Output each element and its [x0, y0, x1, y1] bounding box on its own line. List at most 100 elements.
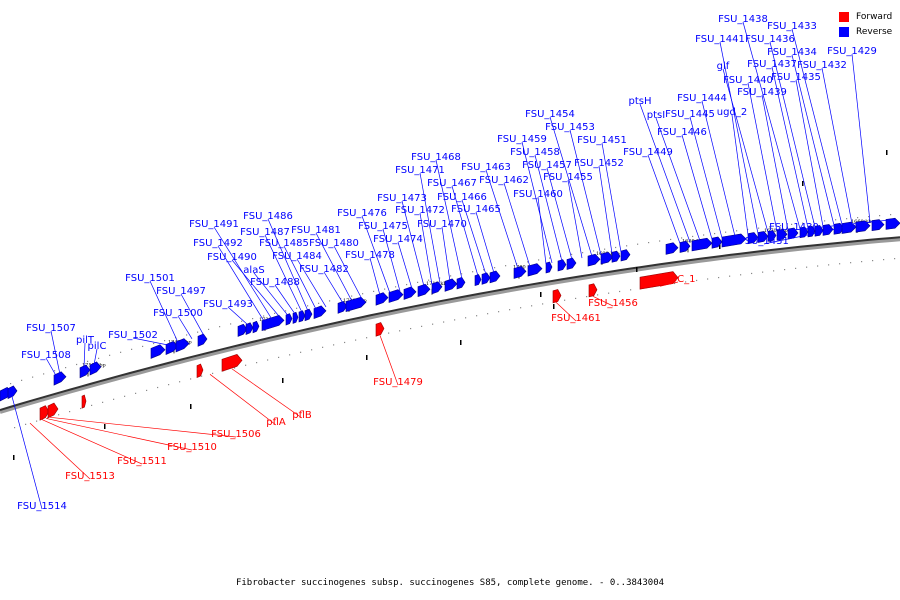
reverse-gene-arrow[interactable]: [679, 240, 691, 253]
gene-label[interactable]: pflA: [266, 417, 286, 428]
gene-label[interactable]: pflB: [292, 410, 312, 421]
gene-label[interactable]: FSU_1511: [117, 456, 167, 467]
reverse-gene-arrow[interactable]: [252, 320, 260, 334]
forward-gene-arrow[interactable]: [552, 289, 562, 304]
reverse-gene-arrow[interactable]: [285, 313, 293, 326]
gene-label[interactable]: FSU_1452: [574, 158, 624, 169]
reverse-gene-arrow[interactable]: [304, 308, 313, 322]
gene-label[interactable]: FSU_1460: [513, 189, 563, 200]
reverse-gene-arrow[interactable]: [799, 226, 809, 239]
reverse-gene-arrow[interactable]: [489, 270, 501, 284]
gene-label[interactable]: FSU_1484: [272, 251, 322, 262]
reverse-gene-arrow[interactable]: [566, 257, 577, 270]
gene-label[interactable]: FSU_1500: [153, 308, 203, 319]
gene-label[interactable]: FSU_1454: [525, 109, 575, 120]
gene-label[interactable]: FSU_1465: [451, 204, 501, 215]
gene-label[interactable]: FSU_1478: [345, 250, 395, 261]
gene-label[interactable]: FSU_1470: [417, 219, 467, 230]
gene-label[interactable]: FSU_1434: [767, 47, 817, 58]
reverse-gene-arrow[interactable]: [711, 236, 723, 249]
reverse-gene-arrow[interactable]: [474, 274, 482, 287]
gene-label[interactable]: FSU_1429: [827, 46, 877, 57]
gene-label[interactable]: FSU_1485: [259, 238, 309, 249]
gene-label[interactable]: ptsI: [647, 110, 665, 121]
reverse-gene-arrow[interactable]: [814, 225, 824, 237]
gene-label[interactable]: FSU_1513: [65, 471, 115, 482]
reverse-gene-arrow[interactable]: [787, 227, 799, 240]
reverse-gene-arrow[interactable]: [150, 344, 166, 359]
reverse-gene-arrow[interactable]: [747, 232, 759, 245]
gene-label[interactable]: FSU_1438: [718, 14, 768, 25]
gene-label[interactable]: FSU_1486: [243, 211, 293, 222]
reverse-gene-arrow[interactable]: [165, 341, 179, 355]
gene-label[interactable]: FSU_1502: [108, 330, 158, 341]
gene-label[interactable]: FSU_1510: [167, 442, 217, 453]
reverse-gene-arrow[interactable]: [417, 283, 431, 298]
gene-label[interactable]: FSU_1445: [665, 109, 715, 120]
gene-label[interactable]: FSU_1508: [21, 350, 71, 361]
forward-gene-arrow[interactable]: [221, 354, 243, 372]
gene-label[interactable]: FSU_1476: [337, 208, 387, 219]
reverse-gene-arrow[interactable]: [444, 278, 458, 292]
reverse-gene-arrow[interactable]: [175, 338, 190, 353]
gene-label[interactable]: FSU_1456: [588, 298, 638, 309]
reverse-gene-arrow[interactable]: [298, 310, 306, 323]
gene-label[interactable]: FSU_1458: [510, 147, 560, 158]
gene-label[interactable]: FSU_1474: [373, 234, 423, 245]
reverse-gene-arrow[interactable]: [237, 323, 248, 337]
reverse-gene-arrow[interactable]: [53, 371, 67, 386]
reverse-gene-arrow[interactable]: [587, 253, 601, 267]
gene-label[interactable]: FSU_1472: [395, 205, 445, 216]
reverse-gene-arrow[interactable]: [855, 220, 871, 233]
reverse-gene-arrow[interactable]: [557, 259, 567, 272]
gene-label[interactable]: FSU_1453: [545, 122, 595, 133]
reverse-gene-arrow[interactable]: [620, 249, 631, 262]
reverse-gene-arrow[interactable]: [885, 217, 900, 230]
reverse-gene-arrow[interactable]: [313, 305, 327, 320]
reverse-gene-arrow[interactable]: [388, 289, 404, 303]
reverse-gene-arrow[interactable]: [721, 233, 747, 248]
gene-label[interactable]: pilT: [76, 335, 95, 346]
gene-label[interactable]: FSU_1507: [26, 323, 76, 334]
gene-label[interactable]: FSU_1467: [427, 178, 477, 189]
gene-label[interactable]: FSU_1497: [156, 286, 206, 297]
forward-gene-arrow[interactable]: [47, 402, 59, 419]
gene-label[interactable]: FSU_1481: [291, 225, 341, 236]
gene-label[interactable]: FSU_1487: [240, 227, 290, 238]
reverse-gene-arrow[interactable]: [481, 272, 491, 285]
reverse-gene-arrow[interactable]: [261, 315, 285, 332]
reverse-gene-arrow[interactable]: [600, 251, 614, 265]
forward-gene-arrow[interactable]: [81, 394, 87, 409]
reverse-gene-arrow[interactable]: [757, 231, 769, 243]
reverse-gene-arrow[interactable]: [822, 224, 834, 236]
reverse-gene-arrow[interactable]: [691, 237, 713, 252]
reverse-gene-arrow[interactable]: [7, 385, 18, 400]
forward-gene-arrow[interactable]: [375, 322, 385, 337]
gene-label[interactable]: ptsH: [629, 96, 652, 107]
reverse-gene-arrow[interactable]: [456, 277, 466, 290]
gene-label[interactable]: FSU_1466: [437, 192, 487, 203]
gene-label[interactable]: FSU_1433: [767, 21, 817, 32]
reverse-gene-arrow[interactable]: [79, 364, 91, 379]
reverse-gene-arrow[interactable]: [665, 242, 679, 255]
gene-label[interactable]: FSU_1493: [203, 299, 253, 310]
reverse-gene-arrow[interactable]: [345, 296, 367, 313]
gene-label[interactable]: FSU_1437: [747, 59, 797, 70]
reverse-gene-arrow[interactable]: [375, 292, 389, 306]
reverse-gene-arrow[interactable]: [403, 286, 417, 300]
gene-label[interactable]: FSU_1479: [373, 377, 423, 388]
reverse-gene-arrow[interactable]: [292, 311, 299, 324]
gene-label[interactable]: FSU_1492: [193, 238, 243, 249]
gene-label[interactable]: FSU_1451: [577, 135, 627, 146]
gene-label[interactable]: FSU_1491: [189, 219, 239, 230]
gene-label[interactable]: FSU_1471: [395, 165, 445, 176]
gene-label[interactable]: FSU_1457: [522, 160, 572, 171]
gene-label[interactable]: FSU_1482: [299, 264, 349, 275]
gene-label[interactable]: FSU_1449: [623, 147, 673, 158]
gene-label[interactable]: FSU_1459: [497, 134, 547, 145]
forward-gene-arrow[interactable]: [588, 283, 598, 298]
gene-label[interactable]: FSU_1501: [125, 273, 175, 284]
reverse-gene-arrow[interactable]: [431, 281, 443, 295]
gene-label[interactable]: alaS: [243, 265, 264, 276]
reverse-gene-arrow[interactable]: [545, 261, 553, 274]
